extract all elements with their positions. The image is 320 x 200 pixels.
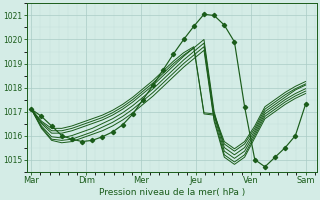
X-axis label: Pression niveau de la mer( hPa ): Pression niveau de la mer( hPa )	[99, 188, 245, 197]
